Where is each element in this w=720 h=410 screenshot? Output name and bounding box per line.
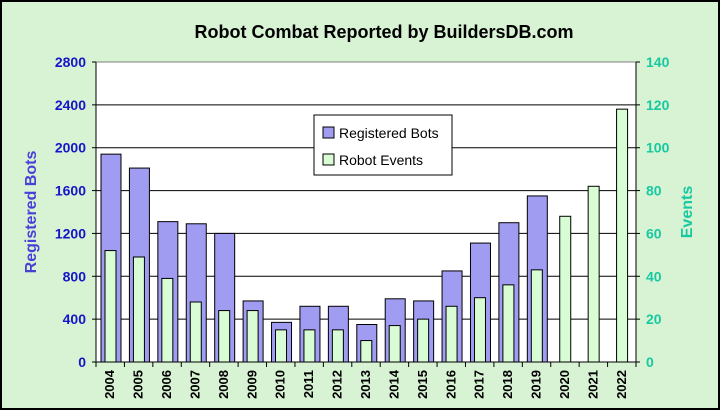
legend-label-robot-events: Robot Events [339, 152, 423, 168]
x-tick-label: 2007 [187, 370, 202, 399]
left-axis-ticks: 0 400 800 1200 1600 2000 2400 2800 [55, 54, 96, 370]
x-tick-label: 2004 [102, 369, 117, 399]
left-axis-label: Registered Bots [23, 151, 40, 274]
bar-robot-events [388, 325, 401, 363]
legend-label-registered-bots: Registered Bots [339, 125, 439, 141]
x-tick-label: 2008 [216, 370, 231, 399]
bar-robot-events [246, 310, 259, 363]
x-tick-label: 2017 [472, 370, 487, 399]
right-axis-label: Events [679, 186, 696, 239]
left-tick-label: 2400 [55, 97, 86, 113]
x-tick-label: 2015 [415, 370, 430, 399]
x-tick-label: 2019 [529, 370, 544, 399]
bars-group [100, 108, 629, 363]
right-tick-label: 120 [646, 97, 670, 113]
bar-robot-events [559, 215, 572, 363]
right-tick-label: 60 [646, 225, 662, 241]
bar-robot-events [417, 318, 430, 363]
bar-robot-events [331, 329, 344, 363]
left-tick-label: 1200 [55, 225, 86, 241]
x-tick-label: 2018 [500, 370, 515, 399]
legend-swatch-registered-bots [322, 126, 335, 139]
bar-robot-events [616, 108, 629, 363]
right-tick-label: 40 [646, 268, 662, 284]
left-tick-label: 800 [63, 268, 87, 284]
x-tick-label: 2014 [386, 369, 401, 399]
right-tick-label: 100 [646, 140, 670, 156]
bar-robot-events [303, 329, 316, 363]
bar-robot-events [530, 269, 543, 363]
x-tick-label: 2011 [301, 370, 316, 398]
bar-robot-events [587, 185, 600, 363]
bar-robot-events [161, 277, 174, 363]
x-tick-label: 2016 [443, 370, 458, 399]
chart-title: Robot Combat Reported by BuildersDB.com [194, 22, 573, 42]
bar-robot-events [104, 250, 117, 363]
bar-robot-events [360, 340, 373, 363]
right-tick-label: 80 [646, 183, 662, 199]
x-tick-label: 2009 [244, 370, 259, 399]
x-tick-label: 2022 [614, 370, 629, 399]
x-tick-label: 2010 [273, 370, 288, 399]
bar-robot-events [445, 305, 458, 363]
left-tick-label: 400 [63, 311, 87, 327]
legend-box [313, 114, 453, 176]
left-tick-label: 2800 [55, 54, 86, 70]
right-axis-ticks: 0 20 40 60 80 100 120 140 [636, 54, 670, 370]
right-tick-label: 0 [646, 354, 654, 370]
bar-robot-events [132, 256, 145, 363]
x-tick-label: 2013 [358, 370, 373, 399]
legend: Registered Bots Robot Events [313, 114, 453, 176]
x-axis-ticks: 2004 2005 2006 2007 2008 2009 2010 2011 2012 2013… [95, 362, 637, 399]
left-tick-label: 0 [78, 354, 86, 370]
bar-robot-events [189, 301, 202, 363]
x-tick-label: 2006 [159, 370, 174, 399]
bar-robot-events [275, 329, 288, 363]
right-tick-label: 140 [646, 54, 670, 70]
bar-robot-events [218, 310, 231, 363]
x-tick-label: 2020 [557, 370, 572, 399]
legend-swatch-robot-events [322, 153, 335, 166]
x-tick-label: 2012 [330, 370, 345, 399]
x-tick-label: 2005 [131, 370, 146, 399]
bar-robot-events [502, 284, 515, 363]
left-tick-label: 1600 [55, 183, 86, 199]
bar-robot-events [473, 297, 486, 363]
right-tick-label: 20 [646, 311, 662, 327]
x-tick-label: 2021 [585, 370, 600, 399]
left-tick-label: 2000 [55, 140, 86, 156]
